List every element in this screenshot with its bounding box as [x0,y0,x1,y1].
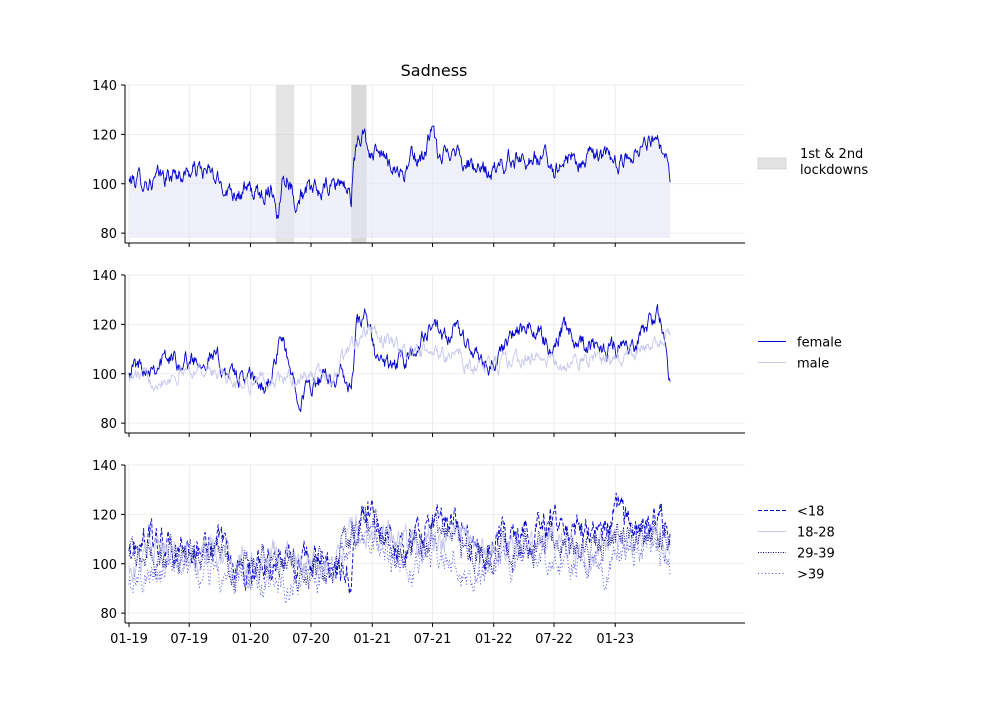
y-tick-label: 100 [92,368,117,383]
y-tick-label: 120 [92,508,117,523]
legend-panel-2: female male [758,336,842,372]
legend-label: <18 [797,505,824,520]
legend-label: female [797,336,842,351]
legend-label: 29-39 [797,547,835,562]
panel-2: 80 100 120 140 [92,269,745,437]
y-tick-label: 120 [92,128,117,143]
y-tick-label: 80 [100,227,117,242]
panel-3: 80 100 120 140 01-19 07-19 01-20 07-20 01-21 07-2… [92,459,745,647]
legend-label: 18-28 [797,526,835,541]
x-tick-label: 07-21 [414,632,452,647]
y-tick-label: 140 [92,459,117,474]
legend-label-lockdowns: lockdowns [800,163,868,178]
y-tick-label: 80 [100,607,117,622]
x-tick-label: 01-19 [110,632,148,647]
series-line-sadness [128,125,671,219]
y-tick-label: 80 [100,417,117,432]
y-tick-label: 100 [92,178,117,193]
series-line-male [128,324,671,396]
x-tick-label: 01-20 [232,632,270,647]
legend-panel-3: <18 18-28 29-39 >39 [758,505,835,583]
y-tick-label: 100 [92,558,117,573]
legend-label: male [797,357,829,372]
y-tick-label: 120 [92,318,117,333]
panels-layer: 80 100 120 140 80 100 120 140 80 100 120 140 01-19 07… [92,79,745,647]
series-line-female [128,304,671,413]
x-tick-label: 01-23 [596,632,634,647]
series-area-fill [128,125,671,239]
x-tick-label: 01-22 [475,632,513,647]
series-line-29-39 [128,506,671,593]
series-line-18-28 [128,514,671,588]
x-tick-label: 07-22 [535,632,573,647]
legend-swatch-lockdowns [757,157,787,170]
x-tick-label: 07-20 [292,632,330,647]
grid [125,464,745,623]
legend-label-lockdowns: 1st & 2nd [800,147,863,162]
chart-title: Sadness [401,61,468,80]
y-tick-label: 140 [92,79,117,94]
x-tick-label: 01-21 [353,632,391,647]
y-tick-label: 140 [92,269,117,284]
legend-label: >39 [797,568,824,583]
panel-1: 80 100 120 140 [92,79,745,247]
series-line--39 [128,525,671,604]
x-tick-label: 07-19 [170,632,208,647]
